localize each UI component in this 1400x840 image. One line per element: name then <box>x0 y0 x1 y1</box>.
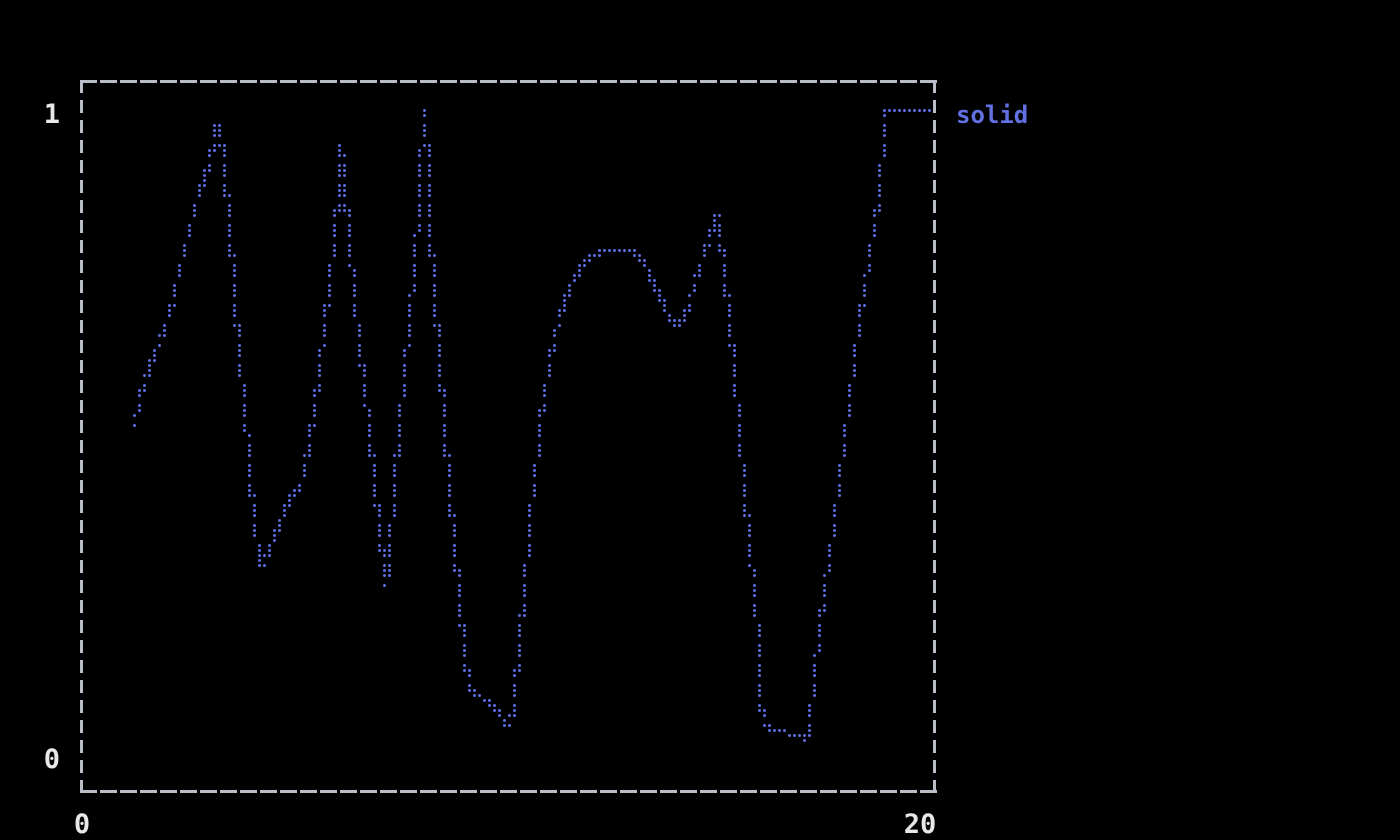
plot-border-bottom <box>80 790 938 793</box>
x-axis-max-label: 20 <box>903 809 937 840</box>
y-axis-min-label: 0 <box>43 744 60 775</box>
x-axis-min-label: 0 <box>73 809 91 840</box>
y-axis-max-label: 1 <box>43 99 60 130</box>
plot-border-top <box>80 80 938 83</box>
plot-border-right <box>933 80 936 793</box>
plot-border-left <box>80 80 83 793</box>
legend-label: solid <box>956 101 1029 129</box>
